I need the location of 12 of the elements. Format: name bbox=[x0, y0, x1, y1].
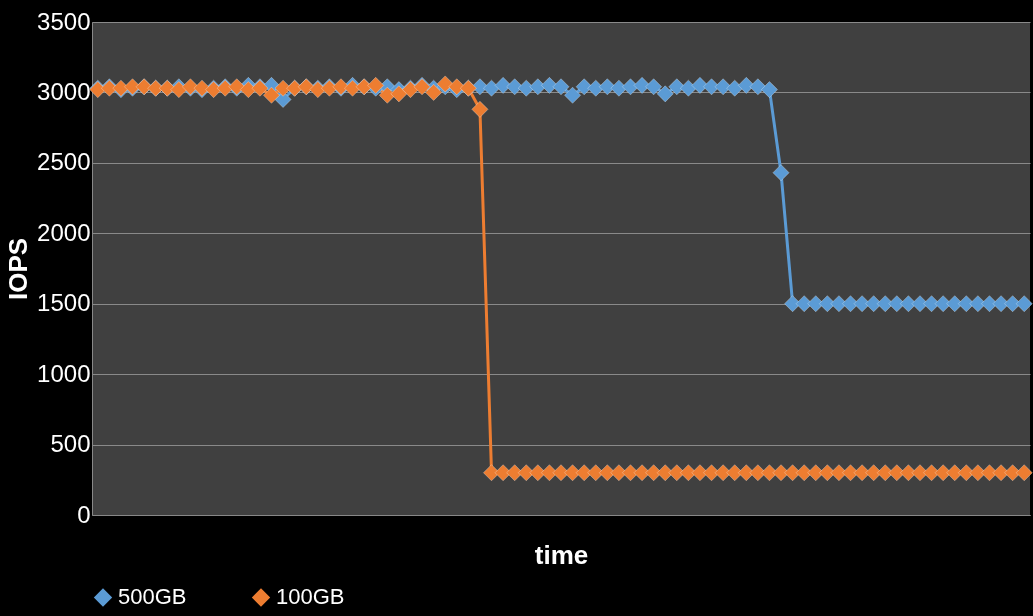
y-tick-label: 1000 bbox=[37, 359, 91, 387]
y-tick-label: 1500 bbox=[37, 289, 91, 317]
legend-label: 500GB bbox=[118, 584, 187, 610]
legend-label: 100GB bbox=[276, 584, 345, 610]
x-axis-title: time bbox=[534, 539, 589, 570]
y-axis-title: IOPS bbox=[3, 237, 34, 301]
y-tick-label: 2000 bbox=[37, 218, 91, 246]
y-tick-label: 3000 bbox=[37, 77, 91, 105]
y-tick-label: 2500 bbox=[37, 148, 91, 176]
y-tick-label: 0 bbox=[77, 500, 91, 528]
y-tick-label: 500 bbox=[50, 430, 91, 458]
y-tick-label: 3500 bbox=[37, 7, 91, 35]
